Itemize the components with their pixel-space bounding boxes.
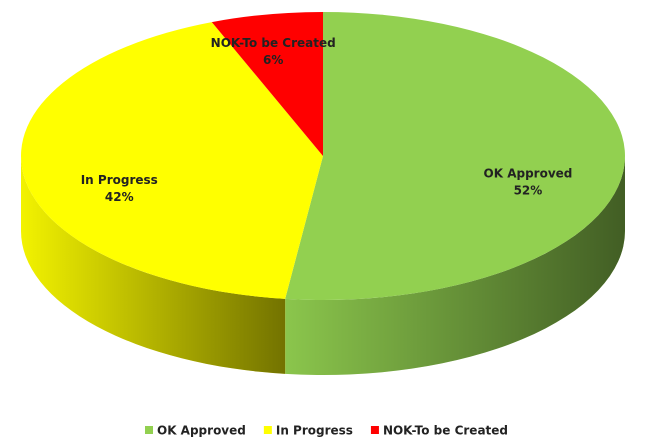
legend-label: In Progress: [276, 424, 353, 438]
legend-label: OK Approved: [157, 424, 246, 438]
legend-swatch: [370, 426, 379, 434]
legend: OK Approved In Progress NOK-To be Created: [145, 424, 508, 438]
data-label-name: OK Approved: [484, 167, 573, 181]
data-label-name: NOK-To be Created: [211, 36, 336, 50]
pie-side-shade: [21, 156, 286, 374]
pie-slice: [285, 12, 625, 300]
pie-slice: [211, 12, 323, 156]
pie-side-shade: [285, 156, 625, 375]
data-label-value: 6%: [263, 53, 283, 67]
legend-label: NOK-To be Created: [383, 424, 508, 438]
data-label-value: 52%: [514, 184, 543, 198]
legend-swatch: [145, 426, 153, 434]
data-label-name: In Progress: [81, 173, 158, 187]
pie-slice: [20, 22, 324, 299]
data-label-value: 42%: [105, 190, 134, 204]
legend-swatch: [263, 426, 272, 434]
